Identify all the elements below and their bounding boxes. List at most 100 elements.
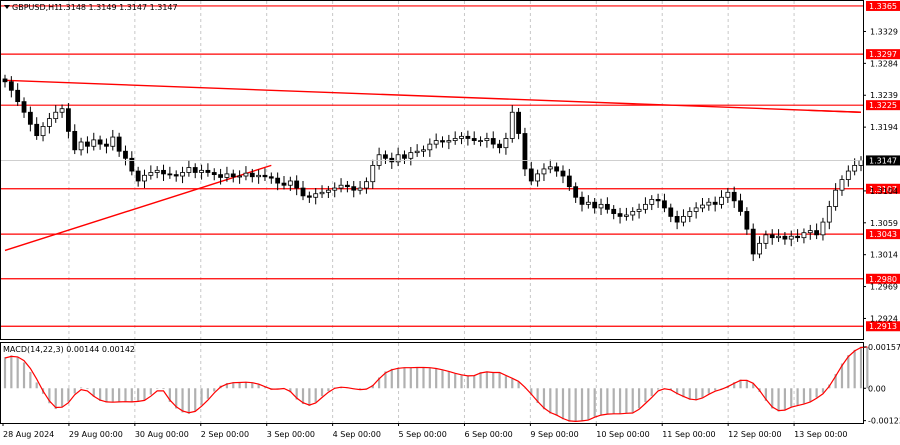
x-tick-label: 5 Sep 00:00 <box>399 430 447 439</box>
candle-body <box>478 140 483 142</box>
y-tick-label: 1.3014 <box>870 251 898 260</box>
candle-body <box>319 191 325 195</box>
x-tick-label: 6 Sep 00:00 <box>464 430 512 439</box>
candle-body <box>142 174 147 182</box>
candle-body <box>21 101 27 113</box>
candle-body <box>192 167 198 173</box>
y-tick-label: 1.3239 <box>870 91 898 100</box>
candle-body <box>180 172 185 177</box>
y-tick-label: 1.2924 <box>870 314 898 323</box>
x-tick-label: 30 Aug 00:00 <box>135 430 189 439</box>
candle-body <box>243 172 249 177</box>
level-price-label: 1.3043 <box>869 230 897 239</box>
candle-body <box>801 232 807 239</box>
candle-body <box>535 173 541 182</box>
candle-body <box>408 152 414 159</box>
candle-body <box>2 78 8 83</box>
candle-body <box>674 216 680 223</box>
level-price-label: 1.3107 <box>869 185 897 194</box>
candle-body <box>230 173 236 178</box>
candle-body <box>281 182 287 186</box>
chart-symbol-marker-icon <box>4 5 10 9</box>
candle-body <box>852 164 858 172</box>
candle-body <box>211 172 217 176</box>
candle-body <box>268 176 274 179</box>
candle-body <box>630 211 636 216</box>
candle-body <box>820 221 826 236</box>
y-tick-label: 1.3059 <box>870 219 898 228</box>
candle-body <box>459 135 464 139</box>
level-price-label: 1.3225 <box>869 101 897 110</box>
candle-body <box>484 138 490 141</box>
candle-body <box>357 187 363 191</box>
candle-body <box>237 175 243 178</box>
candle-body <box>173 174 179 177</box>
candle-body <box>649 199 655 205</box>
level-price-label: 1.3297 <box>869 50 897 59</box>
candle-body <box>34 123 40 137</box>
candle-body <box>554 166 560 172</box>
candle-body <box>275 177 281 184</box>
candle-body <box>592 201 598 209</box>
candle-body <box>750 228 756 255</box>
candle-body <box>826 206 832 223</box>
x-tick-label: 13 Sep 00:00 <box>794 430 847 439</box>
x-tick-label: 10 Sep 00:00 <box>596 430 649 439</box>
candle-body <box>725 191 731 198</box>
macd-header-label: MACD(14,22,3) 0.00144 0.00142 <box>3 345 135 354</box>
candle-body <box>452 138 458 141</box>
candle-body <box>541 168 547 175</box>
candle-body <box>490 138 496 145</box>
candle-body <box>757 242 762 255</box>
candle-body <box>40 126 46 137</box>
candle-body <box>636 208 642 212</box>
candle-body <box>154 169 160 173</box>
candle-body <box>313 193 319 198</box>
candle-body <box>46 118 52 127</box>
level-price-tag <box>866 183 900 194</box>
candle-body <box>776 235 781 239</box>
candle-body <box>712 201 718 205</box>
x-tick-label: 12 Sep 00:00 <box>728 430 781 439</box>
candle-body <box>668 207 674 217</box>
candle-body <box>655 199 661 202</box>
candle-body <box>123 150 128 159</box>
candle-body <box>78 141 84 151</box>
candle-body <box>769 234 775 239</box>
level-price-tag <box>866 49 900 60</box>
candle-body <box>471 138 477 141</box>
candle-body <box>338 184 344 189</box>
candle-body <box>845 170 851 180</box>
candle-body <box>763 234 769 244</box>
candle-body <box>129 157 135 172</box>
candle-body <box>509 111 515 139</box>
y-tick-label: 1.3329 <box>870 27 898 36</box>
candle-body <box>325 189 331 193</box>
candle-body <box>731 191 737 202</box>
candle-body <box>598 203 604 209</box>
candle-body <box>604 203 610 210</box>
candle-body <box>522 133 528 170</box>
level-price-label: 1.2913 <box>869 322 897 331</box>
candle-body <box>623 214 629 217</box>
candle-body <box>617 213 623 217</box>
candle-body <box>681 216 686 223</box>
candle-body <box>135 170 141 182</box>
y-tick-label: 1.2969 <box>870 283 898 292</box>
candle-body <box>687 211 693 217</box>
candle-body <box>528 168 534 182</box>
current-price-tag <box>866 155 900 166</box>
candle-body <box>306 195 312 198</box>
candle-body <box>579 196 585 205</box>
level-price-tag <box>866 229 900 240</box>
candle-body <box>744 211 750 230</box>
trend-line-extension <box>807 109 862 113</box>
candle-body <box>395 154 401 163</box>
candle-body <box>421 149 426 152</box>
level-price-tag <box>866 321 900 332</box>
candle-body <box>383 154 388 159</box>
level-price-tag <box>866 100 900 111</box>
candle-body <box>72 130 78 151</box>
candle-body <box>706 201 712 206</box>
